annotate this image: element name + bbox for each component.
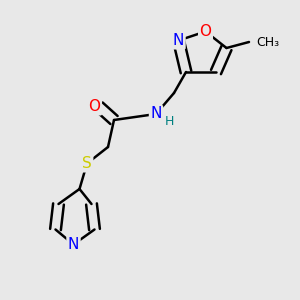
Text: N: N bbox=[150, 106, 162, 122]
Text: CH₃: CH₃ bbox=[256, 35, 280, 49]
Text: O: O bbox=[200, 24, 211, 39]
Text: N: N bbox=[68, 237, 79, 252]
Text: O: O bbox=[88, 99, 101, 114]
Text: H: H bbox=[165, 115, 174, 128]
Text: S: S bbox=[82, 156, 92, 171]
Text: N: N bbox=[173, 33, 184, 48]
